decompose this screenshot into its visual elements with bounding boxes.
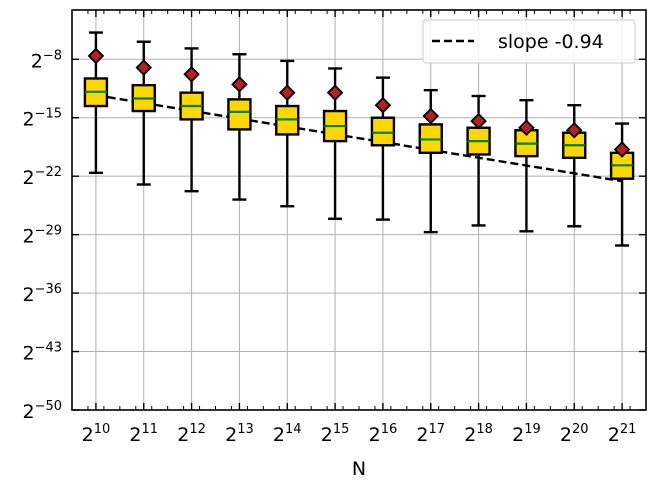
box-item bbox=[322, 67, 348, 220]
box-item bbox=[418, 88, 443, 234]
box-item bbox=[562, 103, 587, 228]
x-tick-label: 213 bbox=[225, 422, 254, 446]
y-tick-base: 2 bbox=[22, 401, 34, 423]
box-item bbox=[179, 47, 204, 193]
x-tick-base: 2 bbox=[608, 424, 620, 446]
y-tick-base: 2 bbox=[22, 167, 34, 189]
legend: slope -0.94 bbox=[422, 19, 636, 64]
x-tick-label: 218 bbox=[464, 422, 493, 446]
y-tick-exponent: −8 bbox=[43, 48, 62, 63]
x-tick-exponent: 17 bbox=[429, 422, 446, 437]
y-tick-exponent: −15 bbox=[35, 107, 62, 122]
mean-diamond bbox=[374, 96, 392, 114]
mean-diamond bbox=[278, 84, 296, 101]
legend-label: slope -0.94 bbox=[498, 31, 604, 53]
y-tick-base: 2 bbox=[31, 50, 43, 72]
box-item bbox=[370, 76, 396, 221]
x-tick-label: 210 bbox=[82, 422, 111, 446]
box-item bbox=[83, 31, 109, 175]
mean-diamond bbox=[565, 121, 583, 139]
y-tick-label: 2−36 bbox=[22, 282, 62, 306]
box-item bbox=[466, 94, 491, 227]
y-tick-label: 2−50 bbox=[22, 399, 62, 423]
x-tick-base: 2 bbox=[273, 424, 285, 446]
x-tick-exponent: 18 bbox=[476, 422, 493, 437]
x-tick-exponent: 16 bbox=[381, 422, 398, 437]
x-tick-label: 221 bbox=[608, 422, 637, 446]
y-tick-label: 2−15 bbox=[22, 107, 62, 131]
y-tick-label: 2−29 bbox=[22, 224, 62, 248]
y-tick-label: 2−22 bbox=[22, 165, 62, 189]
mean-diamond bbox=[231, 76, 248, 93]
ticks-group bbox=[71, 10, 647, 411]
box-item bbox=[275, 59, 300, 208]
x-tick-label: 217 bbox=[416, 422, 445, 446]
mean-diamond bbox=[613, 141, 631, 158]
x-tick-labels: 210 211 212 213 214 215 216 217 218 219 220 221 bbox=[82, 422, 637, 446]
x-tick-exponent: 15 bbox=[333, 422, 350, 437]
box-body bbox=[227, 98, 252, 131]
x-tick-exponent: 13 bbox=[237, 422, 254, 437]
y-tick-labels: 2−82−152−222−292−362−432−50 bbox=[22, 48, 62, 423]
x-tick-base: 2 bbox=[321, 424, 333, 446]
x-tick-label: 211 bbox=[129, 422, 158, 446]
x-tick-exponent: 12 bbox=[189, 422, 206, 437]
mean-diamond bbox=[135, 59, 153, 76]
mean-diamond bbox=[518, 119, 535, 137]
x-tick-label: 214 bbox=[273, 422, 302, 446]
x-tick-label: 219 bbox=[512, 422, 541, 446]
mean-diamond bbox=[183, 66, 200, 83]
mean-diamond bbox=[422, 107, 440, 125]
x-tick-base: 2 bbox=[464, 424, 476, 446]
x-tick-exponent: 11 bbox=[142, 422, 159, 437]
y-tick-exponent: −22 bbox=[35, 165, 62, 180]
legend-box bbox=[422, 19, 636, 64]
y-tick-label: 2−8 bbox=[31, 48, 62, 72]
y-tick-base: 2 bbox=[22, 226, 34, 248]
box-item bbox=[609, 122, 635, 247]
y-tick-exponent: −50 bbox=[35, 399, 62, 414]
x-tick-label: 216 bbox=[369, 422, 398, 446]
x-tick-exponent: 20 bbox=[572, 422, 589, 437]
mean-diamond bbox=[470, 112, 487, 130]
x-tick-base: 2 bbox=[512, 424, 524, 446]
x-tick-base: 2 bbox=[416, 424, 428, 446]
x-tick-label: 220 bbox=[560, 422, 589, 446]
box-item bbox=[131, 40, 156, 186]
x-tick-label: 212 bbox=[177, 422, 206, 446]
x-tick-base: 2 bbox=[369, 424, 381, 446]
mean-diamond bbox=[87, 47, 105, 65]
y-tick-exponent: −29 bbox=[35, 224, 62, 239]
y-tick-exponent: −43 bbox=[35, 341, 62, 356]
x-tick-exponent: 21 bbox=[620, 422, 637, 437]
y-tick-base: 2 bbox=[22, 109, 34, 131]
boxes-group bbox=[83, 31, 635, 247]
x-axis-title: N bbox=[352, 458, 366, 480]
x-tick-base: 2 bbox=[225, 424, 237, 446]
x-tick-base: 2 bbox=[177, 424, 189, 446]
x-tick-exponent: 14 bbox=[285, 422, 302, 437]
y-tick-base: 2 bbox=[22, 284, 34, 306]
y-tick-label: 2−43 bbox=[22, 341, 62, 365]
x-tick-base: 2 bbox=[129, 424, 141, 446]
x-tick-base: 2 bbox=[82, 424, 94, 446]
y-tick-base: 2 bbox=[22, 343, 34, 365]
x-tick-exponent: 10 bbox=[94, 422, 111, 437]
box-item bbox=[514, 98, 539, 233]
y-tick-exponent: −36 bbox=[35, 282, 62, 297]
x-tick-base: 2 bbox=[560, 424, 572, 446]
mean-diamond bbox=[326, 84, 344, 101]
x-tick-label: 215 bbox=[321, 422, 350, 446]
x-tick-exponent: 19 bbox=[524, 422, 541, 437]
box-item bbox=[227, 53, 252, 201]
box-body bbox=[370, 116, 396, 147]
